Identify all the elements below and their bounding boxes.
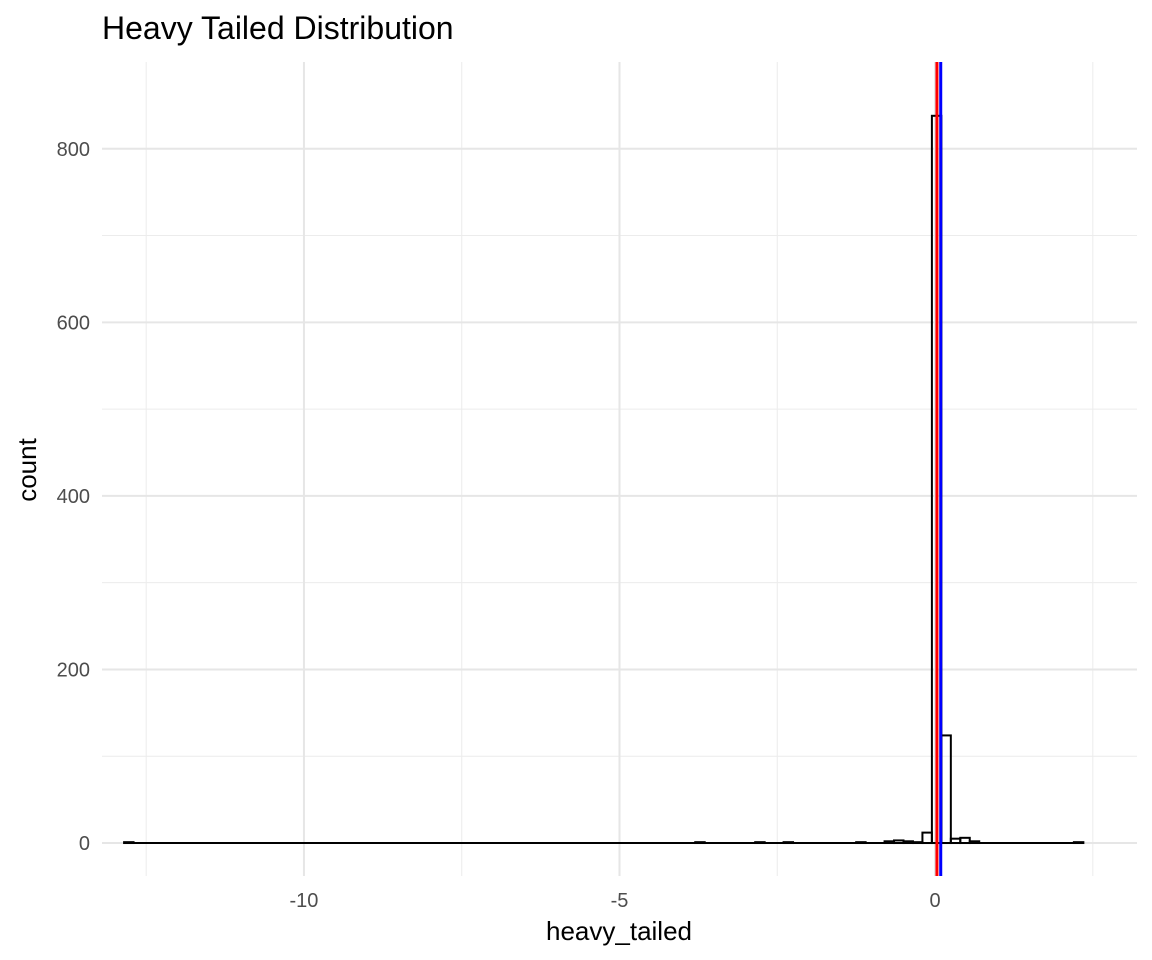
histogram-bar (959, 836, 971, 845)
y-tick-label: 800 (57, 139, 90, 161)
y-tick-label: 600 (57, 312, 90, 334)
x-tick-label: 0 (929, 890, 940, 912)
y-axis-label: count (12, 437, 42, 501)
histogram-bar (694, 841, 706, 845)
histogram-bar (855, 841, 867, 845)
x-axis-label: heavy_tailed (546, 916, 692, 946)
histogram-bar (782, 841, 795, 845)
histogram-bar (893, 839, 905, 845)
x-axis-ticks: -10 -5 0 (289, 890, 940, 912)
histogram-bar (754, 841, 766, 845)
histogram-bar (921, 831, 933, 845)
histogram-bar (940, 734, 952, 845)
chart-title: Heavy Tailed Distribution (102, 10, 454, 46)
histogram-bar (911, 841, 924, 845)
histogram-bar (883, 840, 896, 845)
y-axis-ticks: 0 200 400 600 800 (57, 139, 90, 855)
histogram-bar (1072, 841, 1085, 845)
y-tick-label: 0 (79, 833, 90, 855)
histogram-bar (123, 841, 135, 845)
x-tick-label: -10 (289, 890, 318, 912)
grid-lines (102, 62, 1137, 876)
histogram-bar (968, 840, 981, 845)
reference-lines (935, 62, 943, 876)
histogram-bar (949, 837, 962, 845)
y-tick-label: 400 (57, 486, 90, 508)
histogram-bar (902, 840, 914, 845)
x-tick-label: -5 (611, 890, 629, 912)
y-tick-label: 200 (57, 659, 90, 681)
